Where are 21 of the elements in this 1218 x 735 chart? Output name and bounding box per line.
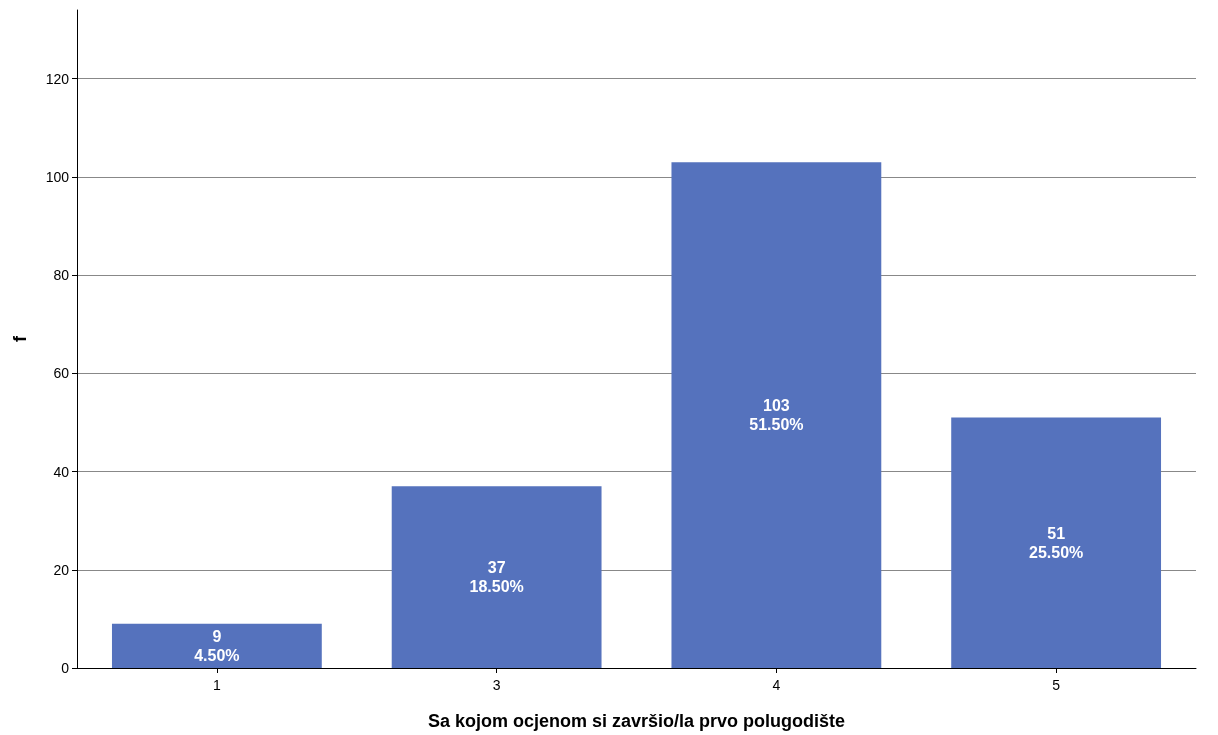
x-tick-label: 1 [212,677,221,693]
x-tick-label: 4 [772,677,781,693]
y-tick-label: 60 [53,365,70,382]
bar [391,486,602,668]
bar [111,623,322,668]
y-tick-label: 40 [53,463,70,480]
x-axis-title: Sa kojom ocjenom si završio/la prvo polugodište [427,711,846,731]
data-label: 37 18.50% [469,559,524,596]
data-label: 103 51.50% [749,397,804,434]
data-label: 51 25.50% [1028,524,1084,561]
y-tick-label: 20 [53,561,70,578]
y-axis-title: f [10,335,30,342]
x-tick-label: 3 [492,677,501,693]
y-tick-label: 120 [45,70,70,87]
bar [951,417,1162,668]
y-tick-label: 0 [61,660,70,676]
y-tick-label: 80 [53,267,70,284]
x-tick-label: 5 [1052,677,1061,693]
bar [671,162,882,668]
data-label: 9 4.50% [194,627,240,664]
y-tick-label: 100 [45,168,70,185]
